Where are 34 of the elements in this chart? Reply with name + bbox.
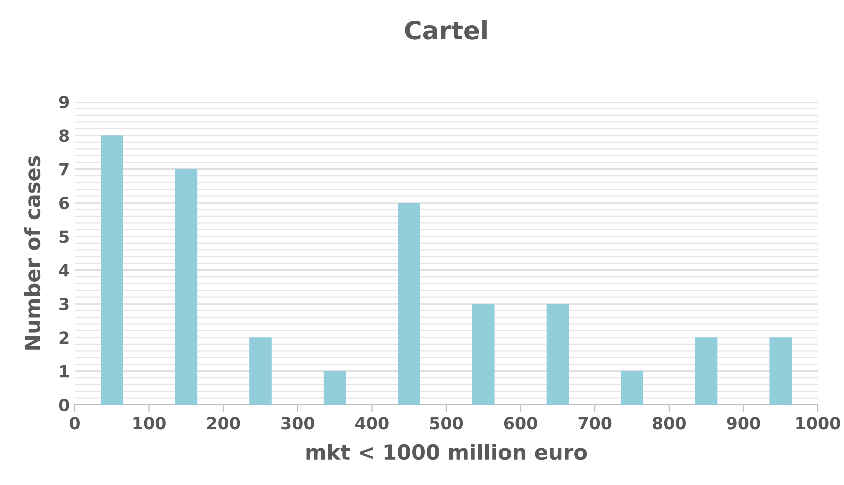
x-tick-label: 900 xyxy=(727,417,760,430)
x-tick-label: 200 xyxy=(208,417,240,430)
y-tick-label: 8 xyxy=(60,130,70,142)
x-tick-label: 700 xyxy=(578,417,612,430)
y-tick-label: 6 xyxy=(60,196,70,210)
y-tick-label: 2 xyxy=(60,332,69,344)
x-tick-label: 1000 xyxy=(796,417,840,430)
y-tick-label: 7 xyxy=(60,164,69,176)
bar xyxy=(398,203,420,405)
bar xyxy=(175,169,198,405)
bar xyxy=(546,304,570,405)
y-tick-label: 5 xyxy=(60,230,69,244)
bar xyxy=(695,338,718,405)
x-tick-label: 100 xyxy=(134,417,166,430)
bar xyxy=(770,338,792,405)
y-tick-label: 1 xyxy=(60,366,69,378)
x-tick-label: 600 xyxy=(504,417,538,430)
bar xyxy=(250,338,272,405)
x-tick-label: 400 xyxy=(356,417,389,430)
y-tick-label: 9 xyxy=(59,96,70,109)
bar xyxy=(621,371,644,405)
y-tick-label: 4 xyxy=(59,264,70,277)
bar xyxy=(472,304,495,405)
x-tick-label: 800 xyxy=(653,417,686,430)
bar xyxy=(101,136,124,405)
bar xyxy=(324,371,346,405)
y-axis-title: Number of cases xyxy=(24,156,41,350)
y-tick-label: 0 xyxy=(59,398,70,412)
x-tick-label: 500 xyxy=(430,417,464,430)
x-tick-label: 0 xyxy=(70,417,80,430)
y-tick-label: 3 xyxy=(60,298,69,311)
x-tick-label: 300 xyxy=(282,417,314,430)
x-axis-title: mkt < 1000 million euro xyxy=(306,444,588,460)
chart-title: Cartel xyxy=(405,20,487,40)
